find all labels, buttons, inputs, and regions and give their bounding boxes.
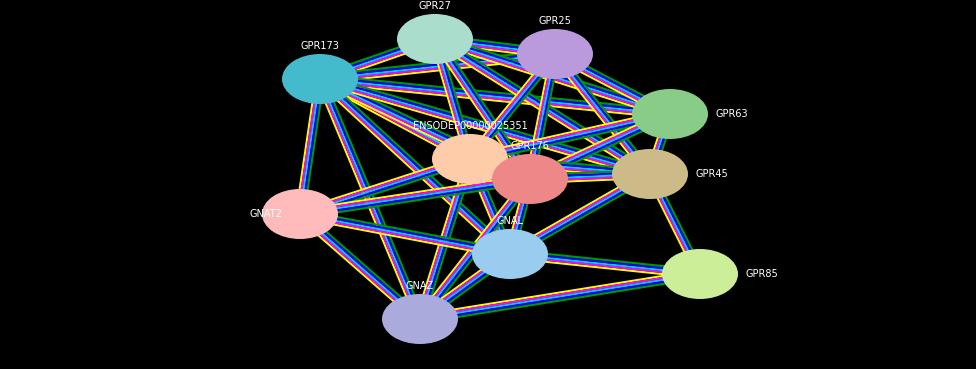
Ellipse shape [382,294,458,344]
Ellipse shape [492,154,568,204]
Ellipse shape [612,149,688,199]
Ellipse shape [632,89,708,139]
Text: GNAL: GNAL [497,216,523,226]
Ellipse shape [262,189,338,239]
Text: GPR173: GPR173 [301,41,340,51]
Text: GPR27: GPR27 [419,1,452,11]
Ellipse shape [472,229,548,279]
Ellipse shape [282,54,358,104]
Text: GPR176: GPR176 [510,141,549,151]
Ellipse shape [662,249,738,299]
Text: GPR25: GPR25 [539,16,571,26]
Text: ENSODEP00000025351: ENSODEP00000025351 [413,121,527,131]
Text: GPR63: GPR63 [715,109,748,119]
Text: GNAT2: GNAT2 [250,209,283,219]
Ellipse shape [432,134,508,184]
Text: GPR85: GPR85 [745,269,778,279]
Text: GNAZ: GNAZ [406,281,434,291]
Text: GPR45: GPR45 [695,169,728,179]
Ellipse shape [397,14,473,64]
Ellipse shape [517,29,593,79]
